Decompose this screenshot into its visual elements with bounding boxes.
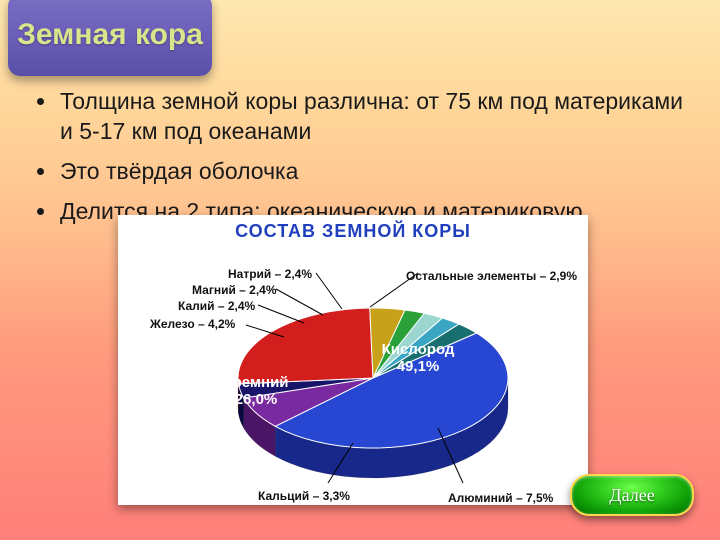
slice-label: Остальные элементы – 2,9% (406, 269, 577, 283)
next-button-label: Далее (609, 485, 654, 506)
slice-label: Магний – 2,4% (192, 283, 277, 297)
slice-label: Железо – 4,2% (150, 317, 235, 331)
title-box: Земная кора (8, 0, 212, 76)
bullet-item: Это твёрдая оболочка (58, 156, 698, 186)
slice-label: Кремний26,0% (223, 374, 288, 408)
slide-title: Земная кора (17, 19, 203, 51)
slice-label: Кислород49,1% (382, 341, 455, 375)
slice-label: Натрий – 2,4% (228, 267, 312, 281)
slice-label: Кальций – 3,3% (258, 489, 350, 503)
slice-label: Алюминий – 7,5% (448, 491, 553, 505)
next-button[interactable]: Далее (570, 474, 694, 516)
pie-chart: СОСТАВ ЗЕМНОЙ КОРЫ Кислород49,1% Алюминий… (118, 215, 588, 505)
bullet-list: Толщина земной коры различна: от 75 км п… (34, 86, 698, 236)
slice-label: Калий – 2,4% (178, 299, 255, 313)
slide: Земная кора Толщина земной коры различна… (0, 0, 720, 540)
bullet-item: Толщина земной коры различна: от 75 км п… (58, 86, 698, 146)
chart-title: СОСТАВ ЗЕМНОЙ КОРЫ (118, 215, 588, 242)
